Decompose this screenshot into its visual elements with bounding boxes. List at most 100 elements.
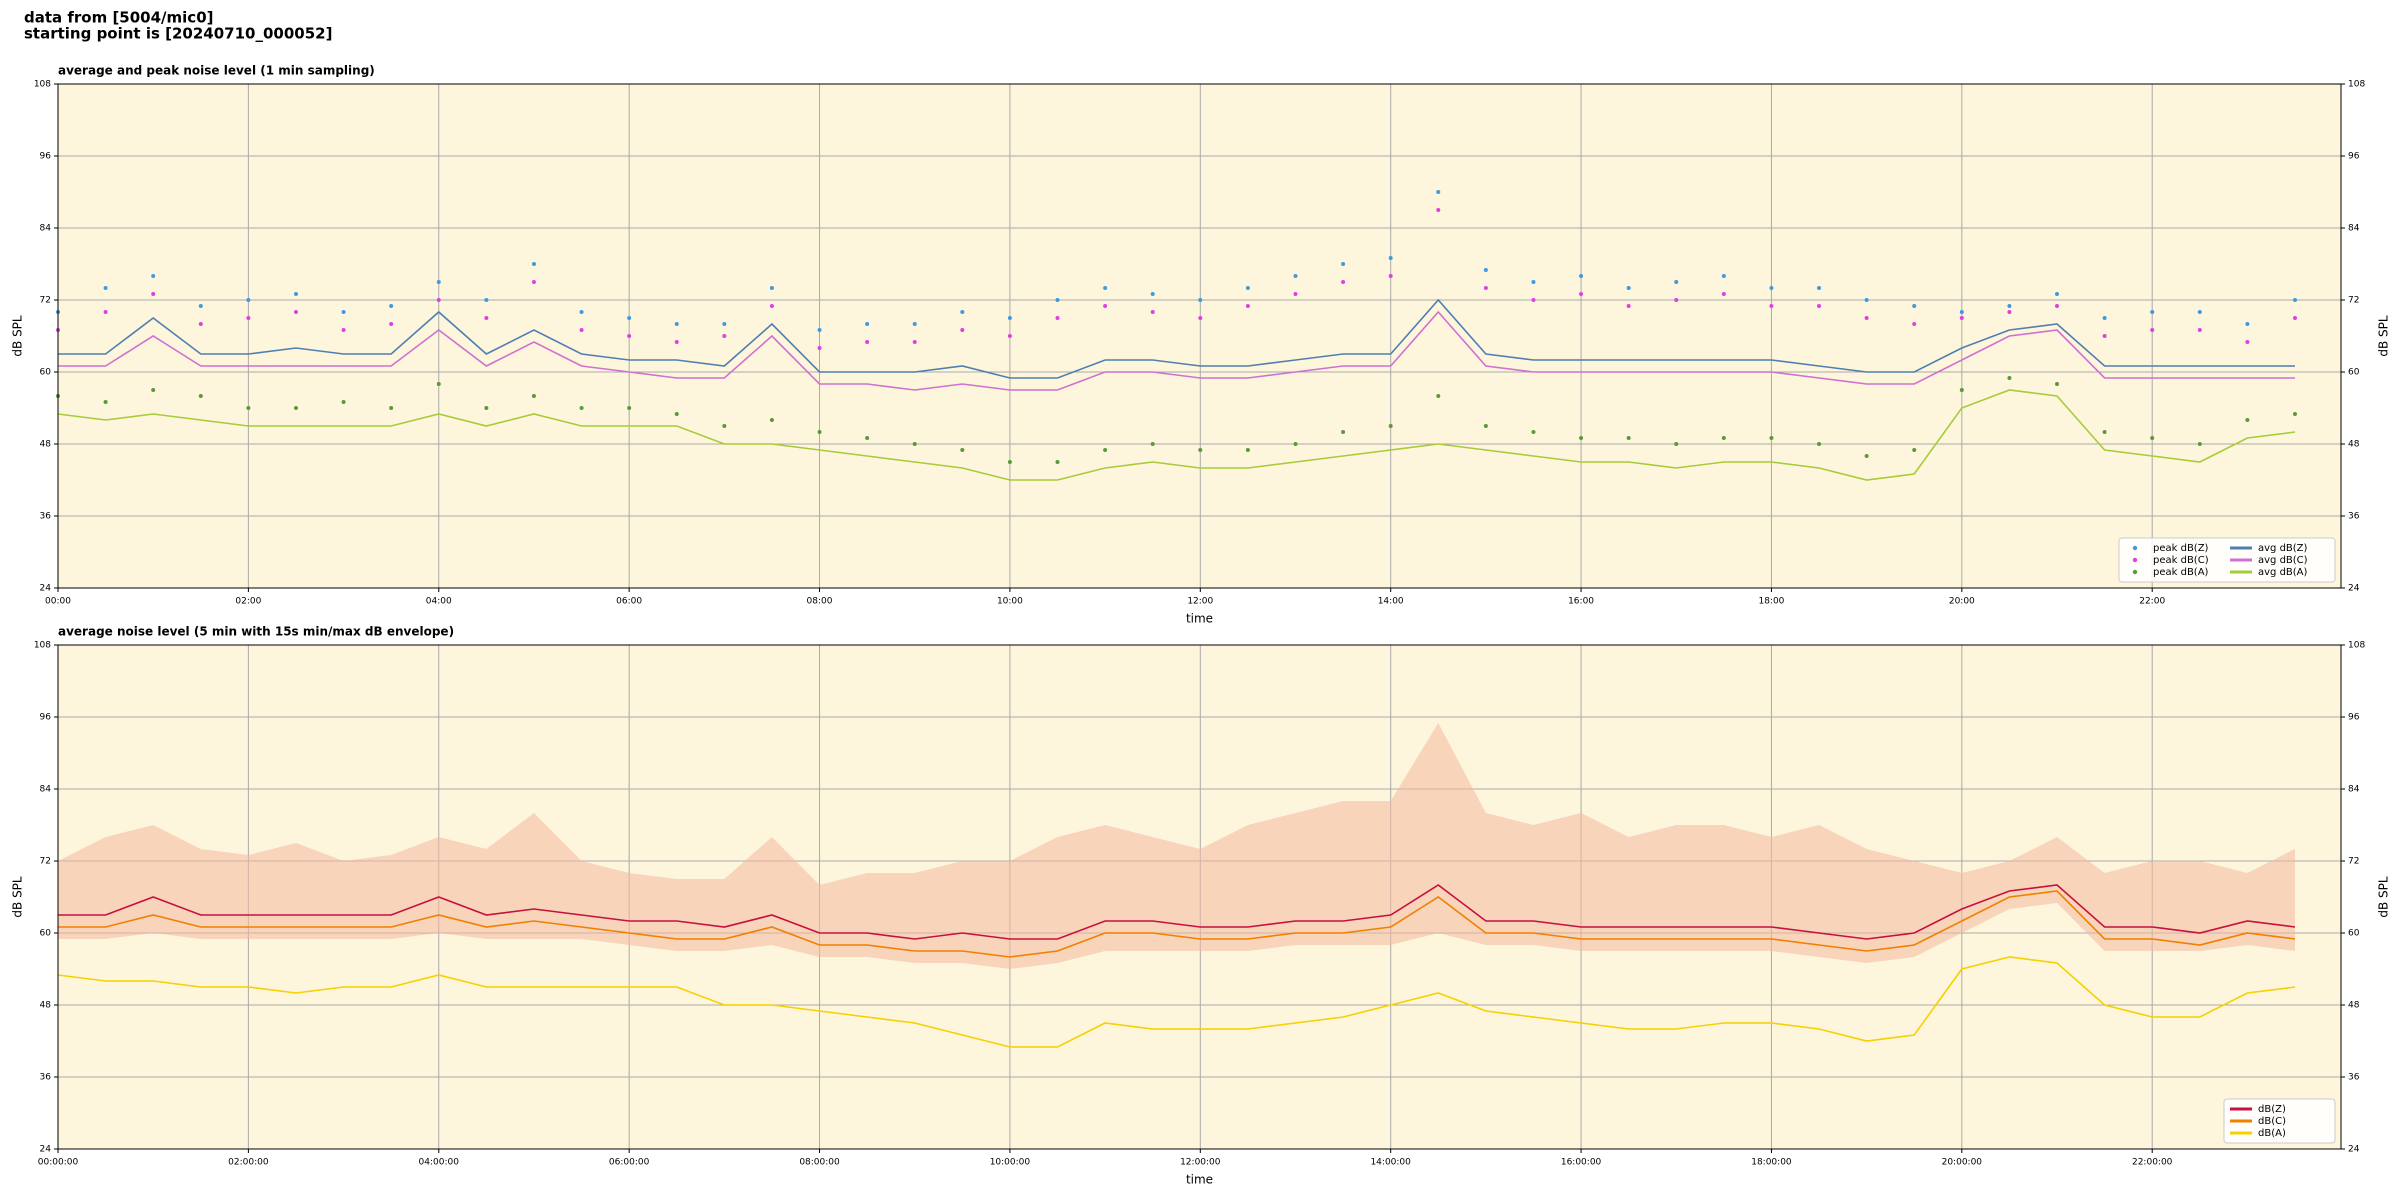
y-tick-label: 72 — [40, 857, 51, 867]
plot-frame — [57, 644, 2342, 1150]
peak-point — [1007, 460, 1012, 464]
legend-label: avg dB(C) — [2258, 555, 2308, 566]
x-tick-label: 06:00:00 — [609, 1158, 650, 1168]
peak-point — [2007, 310, 2012, 314]
peak-point — [2150, 436, 2155, 440]
legend-marker — [2132, 569, 2138, 575]
peak-point — [769, 286, 774, 290]
peak-point — [627, 316, 632, 320]
peak-point — [1531, 280, 1536, 284]
x-tick-label: 10:00 — [997, 597, 1023, 607]
peak-point — [1245, 448, 1250, 452]
y-tick-label: 72 — [2348, 857, 2359, 867]
legend-label: dB(Z) — [2258, 1104, 2286, 1115]
peak-point — [1103, 286, 1108, 290]
legend-label: avg dB(A) — [2258, 567, 2308, 578]
peak-point — [579, 406, 584, 410]
peak-point — [1721, 292, 1726, 296]
x-tick-label: 06:00 — [616, 597, 642, 607]
y-tick-label: 96 — [2348, 152, 2360, 162]
x-tick-label: 22:00 — [2139, 597, 2165, 607]
peak-point — [1150, 292, 1155, 296]
peak-point — [436, 298, 441, 302]
peak-point — [2197, 328, 2202, 332]
peak-point — [1436, 394, 1441, 398]
x-tick-label: 00:00 — [45, 597, 71, 607]
peak-point — [865, 436, 870, 440]
y-tick-label: 108 — [34, 641, 51, 651]
peak-point — [1912, 322, 1917, 326]
peak-point — [2055, 292, 2060, 296]
peak-point — [1388, 424, 1393, 428]
x-tick-label: 18:00:00 — [1751, 1158, 1792, 1168]
peak-point — [341, 310, 346, 314]
series-line — [58, 310, 2295, 391]
y-tick-label: 84 — [40, 785, 52, 795]
peak-point — [2055, 304, 2060, 308]
peak-point — [817, 430, 822, 434]
x-tick-label: 08:00:00 — [799, 1158, 840, 1168]
peak-point — [1388, 274, 1393, 278]
peak-point — [1198, 298, 1203, 302]
y-tick-label: 48 — [40, 1001, 52, 1011]
peak-point — [674, 340, 679, 344]
peak-point — [1721, 274, 1726, 278]
legend-box — [2118, 537, 2336, 583]
y-tick-label: 96 — [2348, 713, 2360, 723]
peak-point — [1341, 280, 1346, 284]
peak-point — [1769, 304, 1774, 308]
x-tick-label: 12:00:00 — [1180, 1158, 1221, 1168]
peak-point — [341, 400, 346, 404]
peak-point — [2292, 298, 2297, 302]
peak-point — [246, 406, 251, 410]
peak-point — [1769, 436, 1774, 440]
peak-point — [531, 280, 536, 284]
peak-point — [1912, 304, 1917, 308]
peak-point — [1959, 316, 1964, 320]
peak-point — [674, 322, 679, 326]
x-tick-label: 18:00 — [1758, 597, 1784, 607]
y-tick-label: 60 — [2348, 929, 2360, 939]
peak-point — [1293, 274, 1298, 278]
peak-point — [1007, 316, 1012, 320]
peak-point — [1198, 448, 1203, 452]
peak-point — [1483, 286, 1488, 290]
peak-point — [1341, 430, 1346, 434]
peak-point — [2292, 412, 2297, 416]
peak-point — [389, 322, 394, 326]
peak-point — [151, 274, 156, 278]
y-tick-label: 72 — [40, 296, 51, 306]
legend-label: dB(A) — [2258, 1128, 2286, 1139]
peak-point — [436, 382, 441, 386]
y-tick-label: 48 — [2348, 440, 2360, 450]
peak-point — [293, 310, 298, 314]
y-tick-label: 96 — [40, 152, 52, 162]
y-tick-label: 24 — [2348, 584, 2360, 594]
peak-point — [722, 334, 727, 338]
peak-point — [1626, 436, 1631, 440]
y-axis-label: dB SPL — [2377, 315, 2391, 357]
peak-point — [912, 322, 917, 326]
peak-point — [2102, 430, 2107, 434]
peak-point — [2055, 382, 2060, 386]
series-line — [58, 890, 2296, 958]
y-tick-label: 84 — [40, 224, 52, 234]
peak-point — [1007, 334, 1012, 338]
peak-point — [579, 328, 584, 332]
x-tick-label: 22:00:00 — [2132, 1158, 2173, 1168]
peak-point — [389, 406, 394, 410]
peak-point — [1674, 442, 1679, 446]
x-tick-label: 20:00:00 — [1942, 1158, 1983, 1168]
legend-label: avg dB(Z) — [2258, 543, 2308, 554]
peak-point — [1626, 286, 1631, 290]
x-tick-label: 00:00:00 — [38, 1158, 79, 1168]
peak-point — [2245, 322, 2250, 326]
peak-point — [1245, 304, 1250, 308]
peak-point — [1103, 448, 1108, 452]
y-axis-label: dB SPL — [11, 315, 25, 357]
peak-point — [1959, 388, 1964, 392]
peak-point — [722, 424, 727, 428]
peak-point — [1341, 262, 1346, 266]
series-line — [58, 298, 2295, 379]
